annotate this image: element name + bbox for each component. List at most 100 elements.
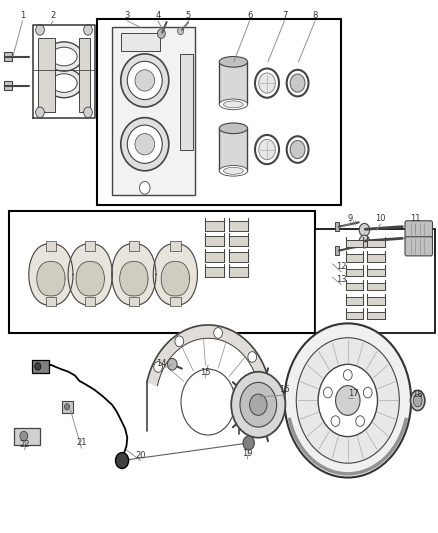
Bar	[219, 62, 247, 104]
Polygon shape	[29, 244, 73, 305]
Ellipse shape	[223, 167, 243, 174]
Bar	[335, 222, 339, 231]
Ellipse shape	[127, 125, 162, 164]
Bar	[229, 221, 248, 231]
Polygon shape	[68, 244, 112, 305]
Bar	[170, 297, 180, 306]
Circle shape	[248, 352, 257, 362]
Bar	[85, 241, 95, 251]
Text: 14: 14	[156, 359, 166, 368]
Circle shape	[154, 362, 162, 372]
Circle shape	[331, 416, 340, 426]
Bar	[335, 246, 339, 255]
Text: 15: 15	[200, 368, 210, 377]
Bar	[346, 254, 363, 262]
Bar	[367, 312, 385, 319]
Bar	[97, 19, 341, 205]
Bar	[346, 283, 363, 290]
Bar	[346, 312, 363, 319]
Polygon shape	[112, 244, 156, 305]
Circle shape	[35, 25, 44, 35]
Text: 9: 9	[347, 214, 353, 223]
Text: 6: 6	[247, 11, 252, 20]
Bar	[346, 297, 363, 305]
FancyBboxPatch shape	[405, 237, 432, 256]
Bar	[205, 252, 224, 262]
Ellipse shape	[219, 123, 247, 134]
Text: 5: 5	[186, 11, 191, 20]
Circle shape	[214, 328, 223, 338]
Ellipse shape	[46, 42, 82, 71]
Bar	[32, 360, 49, 373]
Ellipse shape	[219, 99, 247, 110]
Bar	[79, 38, 90, 112]
Text: 13: 13	[336, 274, 346, 284]
Ellipse shape	[219, 165, 247, 176]
Circle shape	[20, 431, 28, 441]
Text: 3: 3	[125, 11, 130, 20]
Bar	[46, 297, 56, 306]
Text: 4: 4	[155, 11, 160, 20]
Ellipse shape	[287, 70, 308, 96]
Ellipse shape	[287, 136, 308, 163]
Circle shape	[140, 181, 150, 194]
Polygon shape	[37, 262, 65, 296]
Bar	[4, 52, 12, 61]
Bar	[346, 240, 363, 247]
Bar	[205, 267, 224, 277]
Ellipse shape	[290, 141, 305, 159]
Ellipse shape	[259, 140, 276, 160]
Circle shape	[167, 359, 177, 370]
Ellipse shape	[121, 118, 169, 171]
Text: 12: 12	[336, 262, 346, 271]
Ellipse shape	[255, 135, 279, 164]
Ellipse shape	[413, 394, 422, 407]
Text: 2: 2	[50, 11, 56, 20]
Text: 7: 7	[282, 11, 287, 20]
Bar	[4, 82, 12, 90]
Ellipse shape	[121, 54, 169, 107]
Bar	[180, 54, 193, 150]
Circle shape	[336, 385, 360, 415]
Ellipse shape	[46, 68, 82, 98]
Text: 17: 17	[348, 389, 359, 398]
Circle shape	[285, 324, 411, 478]
Text: 20: 20	[135, 451, 146, 460]
Circle shape	[359, 235, 370, 248]
Circle shape	[318, 365, 378, 437]
Bar	[10, 211, 315, 333]
Ellipse shape	[290, 74, 305, 92]
Bar	[85, 297, 95, 306]
Circle shape	[343, 369, 352, 380]
Ellipse shape	[223, 101, 243, 108]
Circle shape	[175, 336, 184, 346]
Bar	[229, 252, 248, 262]
Bar	[346, 269, 363, 276]
Bar	[229, 267, 248, 277]
Text: 16: 16	[279, 385, 290, 394]
Circle shape	[181, 369, 235, 435]
Circle shape	[84, 107, 92, 118]
Bar	[170, 241, 180, 251]
Polygon shape	[161, 262, 190, 296]
Text: 18: 18	[412, 390, 423, 399]
Circle shape	[359, 223, 370, 236]
Bar	[367, 283, 385, 290]
Bar	[14, 427, 40, 445]
Bar	[229, 236, 248, 246]
Bar	[129, 297, 139, 306]
Ellipse shape	[127, 61, 162, 100]
Bar	[367, 297, 385, 305]
Bar	[205, 236, 224, 246]
Text: 22: 22	[19, 440, 30, 449]
Polygon shape	[120, 262, 148, 296]
Circle shape	[177, 27, 184, 35]
Ellipse shape	[51, 74, 77, 92]
Bar	[219, 128, 247, 171]
Bar	[121, 33, 160, 51]
Text: 10: 10	[375, 214, 386, 223]
Circle shape	[356, 416, 364, 426]
Text: 19: 19	[242, 449, 253, 458]
Bar	[46, 241, 56, 251]
Ellipse shape	[219, 56, 247, 67]
